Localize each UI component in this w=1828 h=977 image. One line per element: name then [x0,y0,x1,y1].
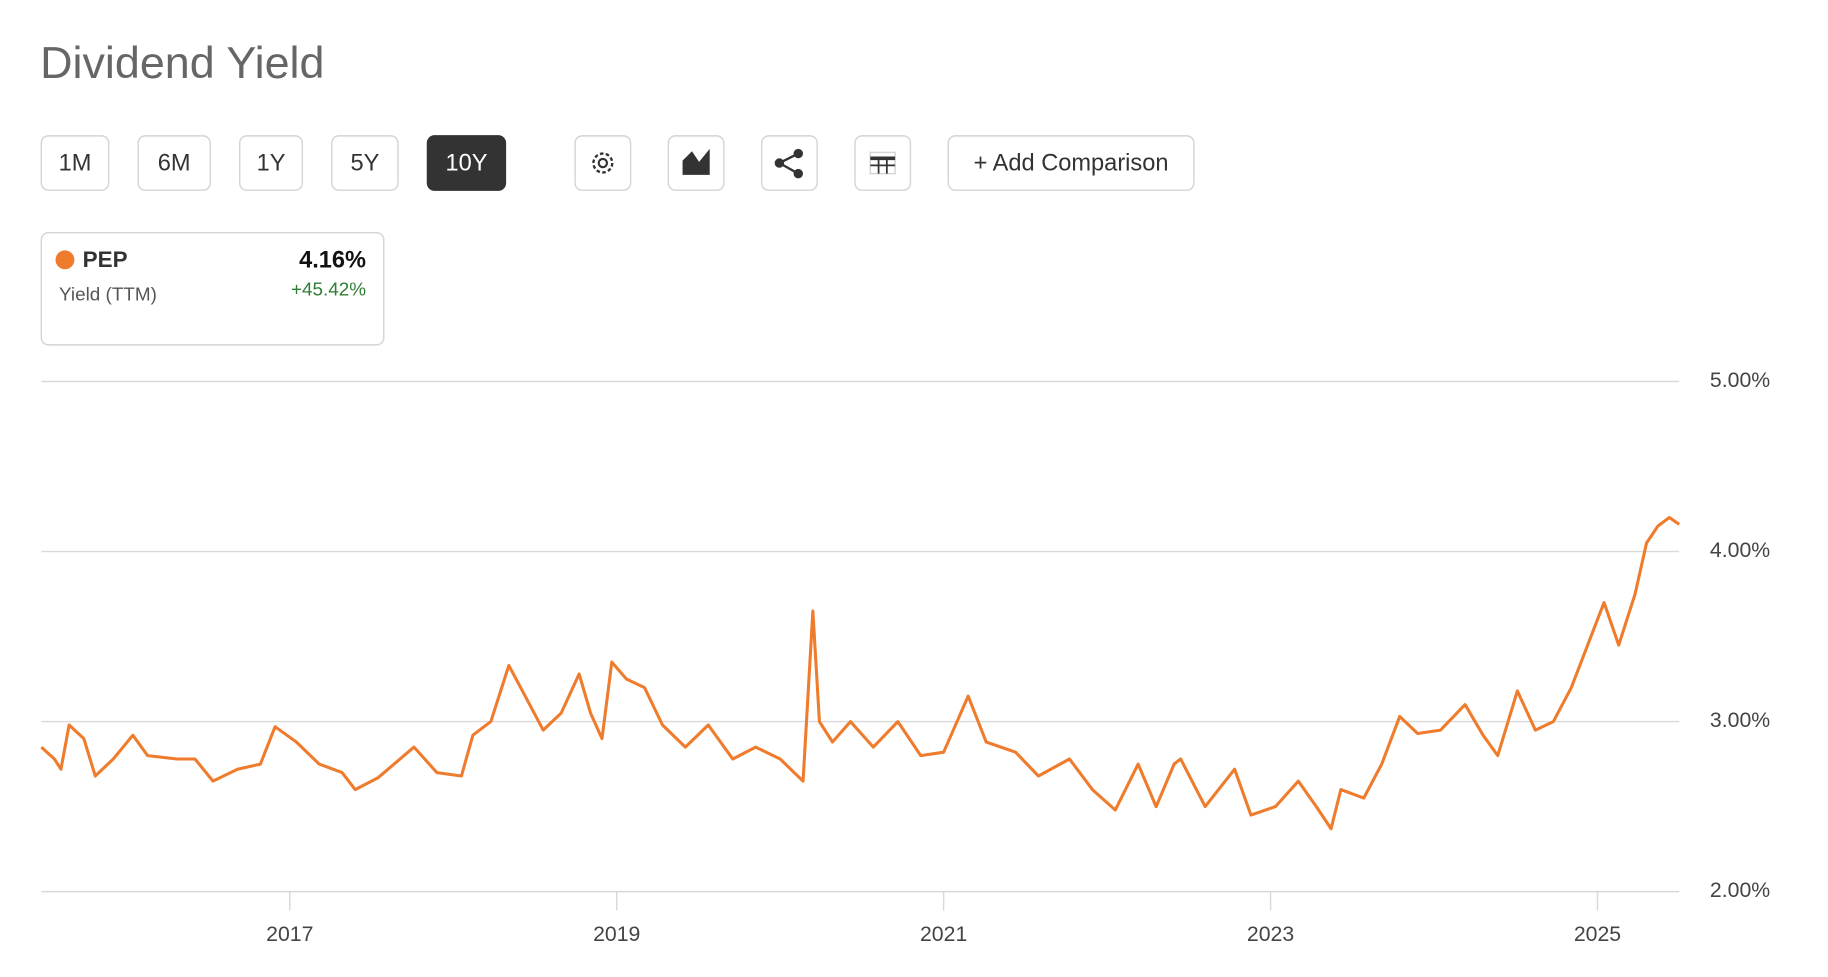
range-button-bg [239,135,304,191]
range-button[interactable]: 6M [137,135,211,191]
table-button[interactable] [854,135,912,191]
chart-type-button[interactable] [667,135,725,191]
legend-swatch [55,250,75,270]
x-tick-label: 2017 [266,922,313,946]
range-button-label: 5Y [350,150,379,176]
legend-name: PEP [83,247,128,272]
legend-label: Yield (TTM) [59,284,157,305]
range-button[interactable]: 10Y [426,135,507,191]
x-tick-label: 2025 [1574,922,1621,946]
share-button[interactable] [760,135,818,191]
range-button-bg [331,135,399,191]
range-button-label: 1M [59,150,92,176]
settings-button[interactable] [574,135,632,191]
y-tick-label: 3.00% [1710,708,1770,732]
add-comparison-button[interactable]: + Add Comparison [947,135,1195,191]
range-button-bg [426,135,507,191]
add-comparison-label: + Add Comparison [974,150,1169,176]
range-button-label: 10Y [445,150,487,176]
yield-line [40,515,1681,831]
range-button-bg [40,135,110,191]
y-tick-label: 4.00% [1710,538,1770,562]
plot: 2.00% 3.00% 4.00% 5.00% 2017 2019 2021 2023 2025 [40,368,1770,946]
range-button-bg [137,135,211,191]
range-button[interactable]: 5Y [331,135,399,191]
range-button[interactable]: 1Y [239,135,304,191]
x-tick-label: 2019 [593,922,640,946]
legend-change: +45.42% [291,280,366,301]
range-button-label: 1Y [257,150,286,176]
page-title: Dividend Yield [40,37,324,88]
range-buttons: 1M 6M 1Y 5Y 10Y [40,135,507,191]
legend-card: PEP 4.16% Yield (TTM) +45.42% [40,231,385,346]
y-tick-label: 5.00% [1710,368,1770,392]
range-button[interactable]: 1M [40,135,110,191]
y-tick-label: 2.00% [1710,878,1770,902]
x-tick-label: 2023 [1247,922,1294,946]
range-button-label: 6M [158,150,191,176]
legend-value: 4.16% [299,247,366,273]
x-tick-label: 2021 [920,922,967,946]
